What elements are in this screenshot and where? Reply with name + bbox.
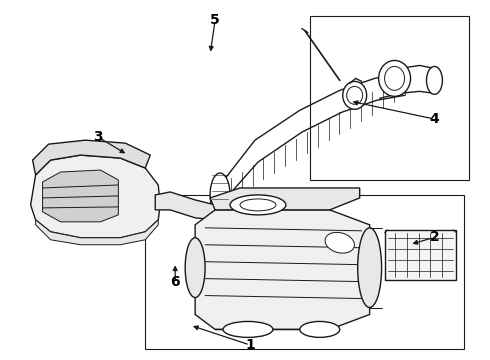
Ellipse shape [210, 173, 230, 217]
Ellipse shape [358, 228, 382, 307]
Bar [145, 195, 465, 349]
Text: 5: 5 [210, 13, 220, 27]
Text: 6: 6 [171, 275, 180, 289]
Text: 1: 1 [245, 338, 255, 352]
Ellipse shape [185, 238, 205, 298]
Ellipse shape [426, 67, 442, 94]
Ellipse shape [233, 211, 277, 229]
Polygon shape [312, 265, 330, 280]
Ellipse shape [325, 233, 354, 253]
Ellipse shape [343, 268, 352, 276]
Text: 4: 4 [430, 112, 440, 126]
Polygon shape [210, 188, 360, 210]
Polygon shape [43, 170, 119, 222]
Ellipse shape [230, 195, 286, 215]
Polygon shape [195, 210, 369, 329]
Text: 2: 2 [430, 230, 440, 244]
Ellipse shape [379, 60, 411, 96]
Bar [310, 15, 469, 180]
Polygon shape [155, 192, 215, 220]
Ellipse shape [300, 321, 340, 337]
Ellipse shape [223, 321, 273, 337]
Bar [385, 230, 456, 280]
Ellipse shape [343, 81, 367, 109]
Polygon shape [33, 140, 150, 175]
Polygon shape [36, 220, 158, 245]
Text: 3: 3 [93, 130, 103, 144]
Polygon shape [30, 155, 160, 238]
